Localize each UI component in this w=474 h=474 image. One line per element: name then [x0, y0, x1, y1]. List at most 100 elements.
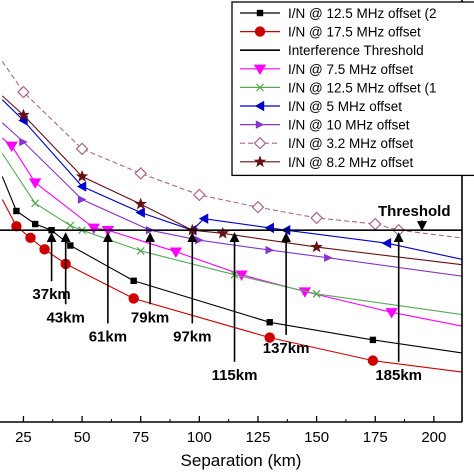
data-point: [134, 197, 147, 210]
data-point: [5, 141, 18, 152]
x-tick-label: 150: [304, 429, 329, 446]
annotation-label: 43km: [46, 309, 84, 326]
data-point: [251, 200, 265, 214]
annotation-label: 79km: [131, 309, 169, 326]
legend-label: I/N @ 5 MHz offset: [288, 99, 402, 114]
legend-label: I/N @ 3.2 MHz offset: [288, 136, 413, 151]
series-line-2: [1, 137, 462, 327]
data-point: [28, 178, 42, 189]
data-point: [264, 222, 274, 234]
data-point: [169, 247, 183, 258]
data-point: [39, 244, 50, 255]
x-tick-label: 175: [363, 429, 388, 446]
x-tick-label: 50: [74, 429, 91, 446]
data-point: [135, 207, 145, 218]
legend-item: I/N @ 3.2 MHz offset: [240, 136, 413, 151]
data-point: [76, 181, 87, 192]
legend-label: I/N @ 10 MHz offset: [288, 118, 410, 133]
x-tick-label: 125: [245, 429, 270, 446]
series-line-6: [1, 61, 462, 239]
legend-item: I/N @ 5 MHz offset: [240, 99, 402, 114]
data-point: [136, 246, 145, 255]
legend-marker: [255, 120, 265, 129]
legend-item: I/N @ 12.5 MHz offset (2: [240, 6, 437, 21]
data-point: [17, 85, 30, 99]
legend-label: I/N @ 12.5 MHz offset (2: [288, 6, 437, 21]
series-5: [1, 122, 462, 277]
annotation-label: 61km: [89, 328, 127, 345]
data-point: [264, 332, 275, 343]
data-point: [87, 223, 101, 235]
legend-item: I/N @ 12.5 MHz offset (1: [240, 80, 437, 95]
data-point: [101, 225, 115, 237]
annotation-label: 37km: [32, 286, 70, 303]
legend-label: I/N @ 8.2 MHz offset: [288, 155, 413, 170]
data-point: [266, 319, 273, 326]
legend-marker: [253, 155, 267, 168]
legend-label: I/N @ 7.5 MHz offset: [288, 62, 413, 77]
data-point: [66, 221, 75, 230]
x-tick-label: 100: [187, 429, 212, 446]
annotation-label: 97km: [173, 328, 211, 345]
data-point: [192, 188, 206, 202]
series-line-5: [1, 122, 462, 277]
series-line-4: [1, 99, 462, 260]
series-3: [1, 153, 462, 316]
data-point: [31, 199, 40, 208]
legend-marker: [256, 9, 264, 17]
legend: I/N @ 12.5 MHz offset (2 I/N @ 17.5 MHz o…: [231, 1, 474, 177]
data-point: [13, 207, 20, 215]
legend-item: I/N @ 7.5 MHz offset: [240, 62, 413, 77]
annotation-label: 115km: [212, 367, 258, 384]
legend-item: I/N @ 17.5 MHz offset: [240, 25, 421, 40]
data-point: [31, 220, 39, 228]
data-point: [17, 108, 30, 121]
data-point: [134, 167, 148, 180]
data-point: [11, 221, 22, 232]
data-point: [19, 137, 28, 147]
threshold-label: Threshold: [378, 203, 451, 220]
annotation-label: 137km: [263, 340, 310, 357]
data-point: [324, 253, 333, 263]
data-point: [368, 217, 382, 231]
data-point: [77, 195, 87, 204]
legend-marker: [253, 136, 267, 150]
legend-marker: [254, 26, 266, 37]
annotation-label: 185km: [375, 367, 422, 384]
data-point: [235, 270, 248, 281]
series-line-7: [1, 95, 462, 266]
legend-item: Interference Threshold: [240, 43, 424, 58]
data-point: [310, 211, 323, 225]
series-2: [1, 137, 462, 327]
x-tick-label: 75: [132, 429, 149, 446]
data-point: [216, 226, 229, 239]
legend-label: Interference Threshold: [288, 43, 424, 58]
data-point: [75, 142, 89, 156]
x-tick-label: 25: [15, 429, 32, 446]
series-line-3: [1, 153, 462, 316]
legend-marker: [254, 100, 265, 112]
data-point: [128, 293, 139, 304]
series-6: [1, 61, 462, 239]
data-point: [25, 232, 36, 244]
legend-item: I/N @ 10 MHz offset: [240, 118, 410, 133]
legend-label: I/N @ 17.5 MHz offset: [288, 25, 421, 40]
data-point: [198, 213, 209, 224]
data-point: [67, 242, 74, 249]
data-point: [130, 277, 137, 285]
data-point: [312, 289, 321, 298]
data-point: [195, 235, 204, 245]
data-point: [75, 170, 89, 182]
data-point: [381, 238, 392, 249]
legend-marker: [256, 83, 264, 92]
data-point: [310, 240, 323, 253]
x-axis-title: Separation (km): [181, 451, 302, 470]
legend-item: I/N @ 8.2 MHz offset: [240, 155, 413, 170]
data-point: [367, 355, 379, 366]
legend-marker: [253, 64, 267, 75]
data-point: [369, 336, 377, 344]
series-group: [0, 61, 462, 373]
data-point: [265, 245, 274, 255]
